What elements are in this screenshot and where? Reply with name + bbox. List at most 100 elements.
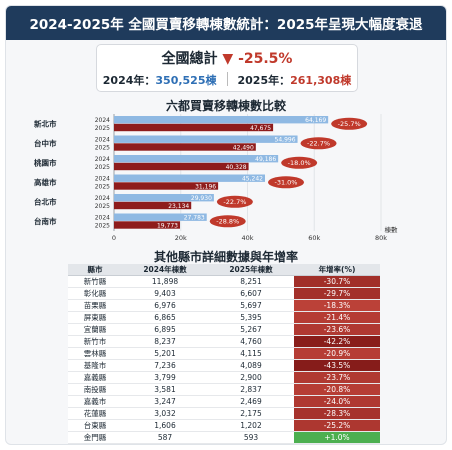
table-title: 其他縣市詳細數據與年增率 <box>153 250 298 264</box>
table-row: 雲林縣 5,201 4,115 -20.9% <box>68 347 380 360</box>
value-2025-cell: 5,697 <box>208 299 294 312</box>
year-label: 2024 <box>95 195 110 202</box>
value-2024-cell: 3,032 <box>122 407 208 420</box>
change-badge <box>209 215 246 228</box>
table-row: 新竹市 8,237 4,760 -42.2% <box>68 335 380 348</box>
value-2025-cell: 5,395 <box>208 311 294 324</box>
x-tick-label: 80k <box>375 234 387 242</box>
bar-value-label: 31,196 <box>195 183 216 190</box>
bar-value-label: 45,242 <box>242 176 263 183</box>
infographic-frame: 2024-2025年 全國買賣移轉棟數統計：2025年呈現大幅度衰退 全國總計 … <box>5 5 447 445</box>
value-2025-cell: 2,469 <box>208 395 294 408</box>
bar-2025 <box>114 182 219 190</box>
value-2024-cell: 3,799 <box>122 371 208 384</box>
county-cell: 嘉義市 <box>68 395 122 408</box>
county-cell: 新竹縣 <box>68 275 122 288</box>
change-label: -18.0% <box>288 159 311 167</box>
bar-2025 <box>114 123 274 132</box>
value-2025-cell: 4,115 <box>208 347 294 360</box>
bar-value-label: 47,675 <box>250 125 271 132</box>
col-header-county: 縣市 <box>68 264 122 276</box>
table-row: 花蓮縣 3,032 2,175 -28.3% <box>68 407 380 420</box>
year-totals: 2024年： 350,525棟 2025年： 261,308棟 <box>97 72 357 88</box>
rate-cell: -43.5% <box>294 359 380 372</box>
value-2025-cell: 6,607 <box>208 287 294 300</box>
bar-value-label: 64,169 <box>305 117 326 124</box>
bar-value-label: 40,328 <box>226 164 247 171</box>
bar-2025 <box>114 201 192 210</box>
value-2025-cell: 593 <box>208 431 294 444</box>
year-label: 2025 <box>95 203 110 210</box>
rate-cell: +1.0% <box>294 431 380 444</box>
city-label: 台北市 <box>34 196 57 206</box>
value-2025-cell: 2,837 <box>208 383 294 396</box>
table-row: 金門縣 587 593 +1.0% <box>68 431 380 444</box>
county-cell: 宜蘭縣 <box>68 323 122 336</box>
value-2025-cell: 4,760 <box>208 335 294 348</box>
bar-2024 <box>114 155 279 163</box>
value-2024-cell: 450 <box>122 443 208 444</box>
change-label: -31.0% <box>274 179 297 187</box>
county-cell: 南投縣 <box>68 383 122 396</box>
value-2025-cell: 5,267 <box>208 323 294 336</box>
national-total-line: 全國總計 ▼ -25.5% <box>97 48 357 68</box>
city-label: 高雄市 <box>34 177 57 187</box>
chart-title: 六都買賣移轉棟數比較 <box>165 99 286 113</box>
rate-cell: -23.7% <box>294 371 380 384</box>
col-header-2025: 2025年棟數 <box>208 264 294 276</box>
bar-value-label: 23,134 <box>168 203 189 210</box>
y2025-value: 261,308棟 <box>290 74 352 87</box>
county-cell: 嘉義縣 <box>68 371 122 384</box>
value-2024-cell: 3,581 <box>122 383 208 396</box>
city-label: 桃園市 <box>34 157 57 167</box>
city-label: 新北市 <box>34 118 57 128</box>
year-label: 2025 <box>95 144 110 151</box>
year-label: 2025 <box>95 164 110 171</box>
county-table: 縣市 2024年棟數 2025年棟數 年增率(%) 新竹縣 11,898 8,251… <box>68 264 380 444</box>
table-row: 彰化縣 9,403 6,607 -29.7% <box>68 287 380 300</box>
value-2024-cell: 5,201 <box>122 347 208 360</box>
table-row: 南投縣 3,581 2,837 -20.8% <box>68 383 380 396</box>
value-2024-cell: 3,247 <box>122 395 208 408</box>
table-row: 屏東縣 6,865 5,395 -21.4% <box>68 311 380 324</box>
value-2025-cell: 4,089 <box>208 359 294 372</box>
value-2024-cell: 1,606 <box>122 419 208 432</box>
change-label: -22.7% <box>307 140 330 148</box>
col-header-2024: 2024年棟數 <box>122 264 208 276</box>
rate-cell: -20.8% <box>294 383 380 396</box>
table-row: 嘉義市 3,247 2,469 -24.0% <box>68 395 380 408</box>
x-axis-label: 棟數 <box>385 225 399 234</box>
county-cell: 基隆市 <box>68 359 122 372</box>
rate-cell: -21.4% <box>294 311 380 324</box>
change-badge <box>281 156 318 169</box>
table-header-row: 縣市 2024年棟數 2025年棟數 年增率(%) <box>68 264 380 276</box>
col-header-rate: 年增率(%) <box>294 264 380 276</box>
year-label: 2024 <box>95 137 110 144</box>
table-row: 新竹縣 11,898 8,251 -30.7% <box>68 275 380 288</box>
divider <box>226 72 228 86</box>
table-row: 台東縣 1,606 1,202 -25.2% <box>68 419 380 432</box>
table-row: 基隆市 7,236 4,089 -43.5% <box>68 359 380 372</box>
y2024-label: 2024年： <box>102 74 156 87</box>
year-label: 2025 <box>95 183 110 190</box>
change-label: -25.7% <box>338 120 361 128</box>
rate-cell: -23.6% <box>294 323 380 336</box>
county-cell: 台東縣 <box>68 419 122 432</box>
table-row: 澎湖縣450341-24.2% <box>68 443 380 444</box>
x-tick-label: 20k <box>175 234 187 242</box>
change-badge <box>331 117 368 130</box>
county-cell: 雲林縣 <box>68 347 122 360</box>
table-row: 嘉義縣 3,799 2,900 -23.7% <box>68 371 380 384</box>
bar-value-label: 42,490 <box>233 144 254 151</box>
y2024-value: 350,525棟 <box>155 74 217 87</box>
bar-value-label: 49,186 <box>255 156 276 163</box>
rate-cell: -25.2% <box>294 419 380 432</box>
value-2024-cell: 7,236 <box>122 359 208 372</box>
rate-cell: -24.0% <box>294 395 380 408</box>
bar-2024 <box>114 213 207 221</box>
national-summary-card: 全國總計 ▼ -25.5% 2024年： 350,525棟 2025年： 261… <box>96 44 358 92</box>
year-label: 2024 <box>95 117 110 124</box>
bar-2025 <box>114 162 249 171</box>
rate-cell: -29.7% <box>294 287 380 300</box>
